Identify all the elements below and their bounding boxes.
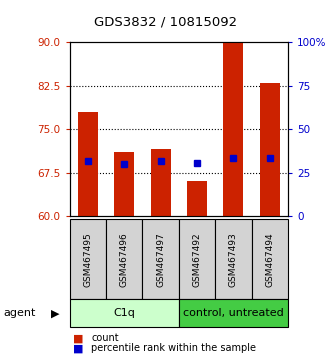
Bar [106, 219, 142, 299]
Text: ■: ■ [73, 333, 83, 343]
Text: C1q: C1q [113, 308, 135, 318]
Text: count: count [91, 333, 118, 343]
Text: GSM467492: GSM467492 [192, 232, 202, 287]
Bar [260, 83, 280, 216]
Text: GSM467495: GSM467495 [83, 232, 92, 287]
Bar [252, 219, 288, 299]
Bar [187, 181, 207, 216]
Text: GSM467494: GSM467494 [265, 232, 274, 287]
Text: control, untreated: control, untreated [183, 308, 284, 318]
Text: GSM467496: GSM467496 [119, 232, 129, 287]
Text: GSM467493: GSM467493 [229, 232, 238, 287]
Bar [142, 219, 179, 299]
Bar [70, 299, 179, 327]
Text: percentile rank within the sample: percentile rank within the sample [91, 343, 256, 353]
Bar [179, 299, 288, 327]
Text: ▶: ▶ [51, 308, 60, 318]
Bar [151, 149, 170, 216]
Bar [179, 219, 215, 299]
Bar [78, 112, 98, 216]
Text: agent: agent [3, 308, 36, 318]
Bar [223, 40, 243, 216]
Bar [114, 152, 134, 216]
Text: GSM467497: GSM467497 [156, 232, 165, 287]
Text: GDS3832 / 10815092: GDS3832 / 10815092 [94, 16, 237, 29]
Bar [215, 219, 252, 299]
Text: ■: ■ [73, 343, 83, 353]
Bar [70, 219, 106, 299]
